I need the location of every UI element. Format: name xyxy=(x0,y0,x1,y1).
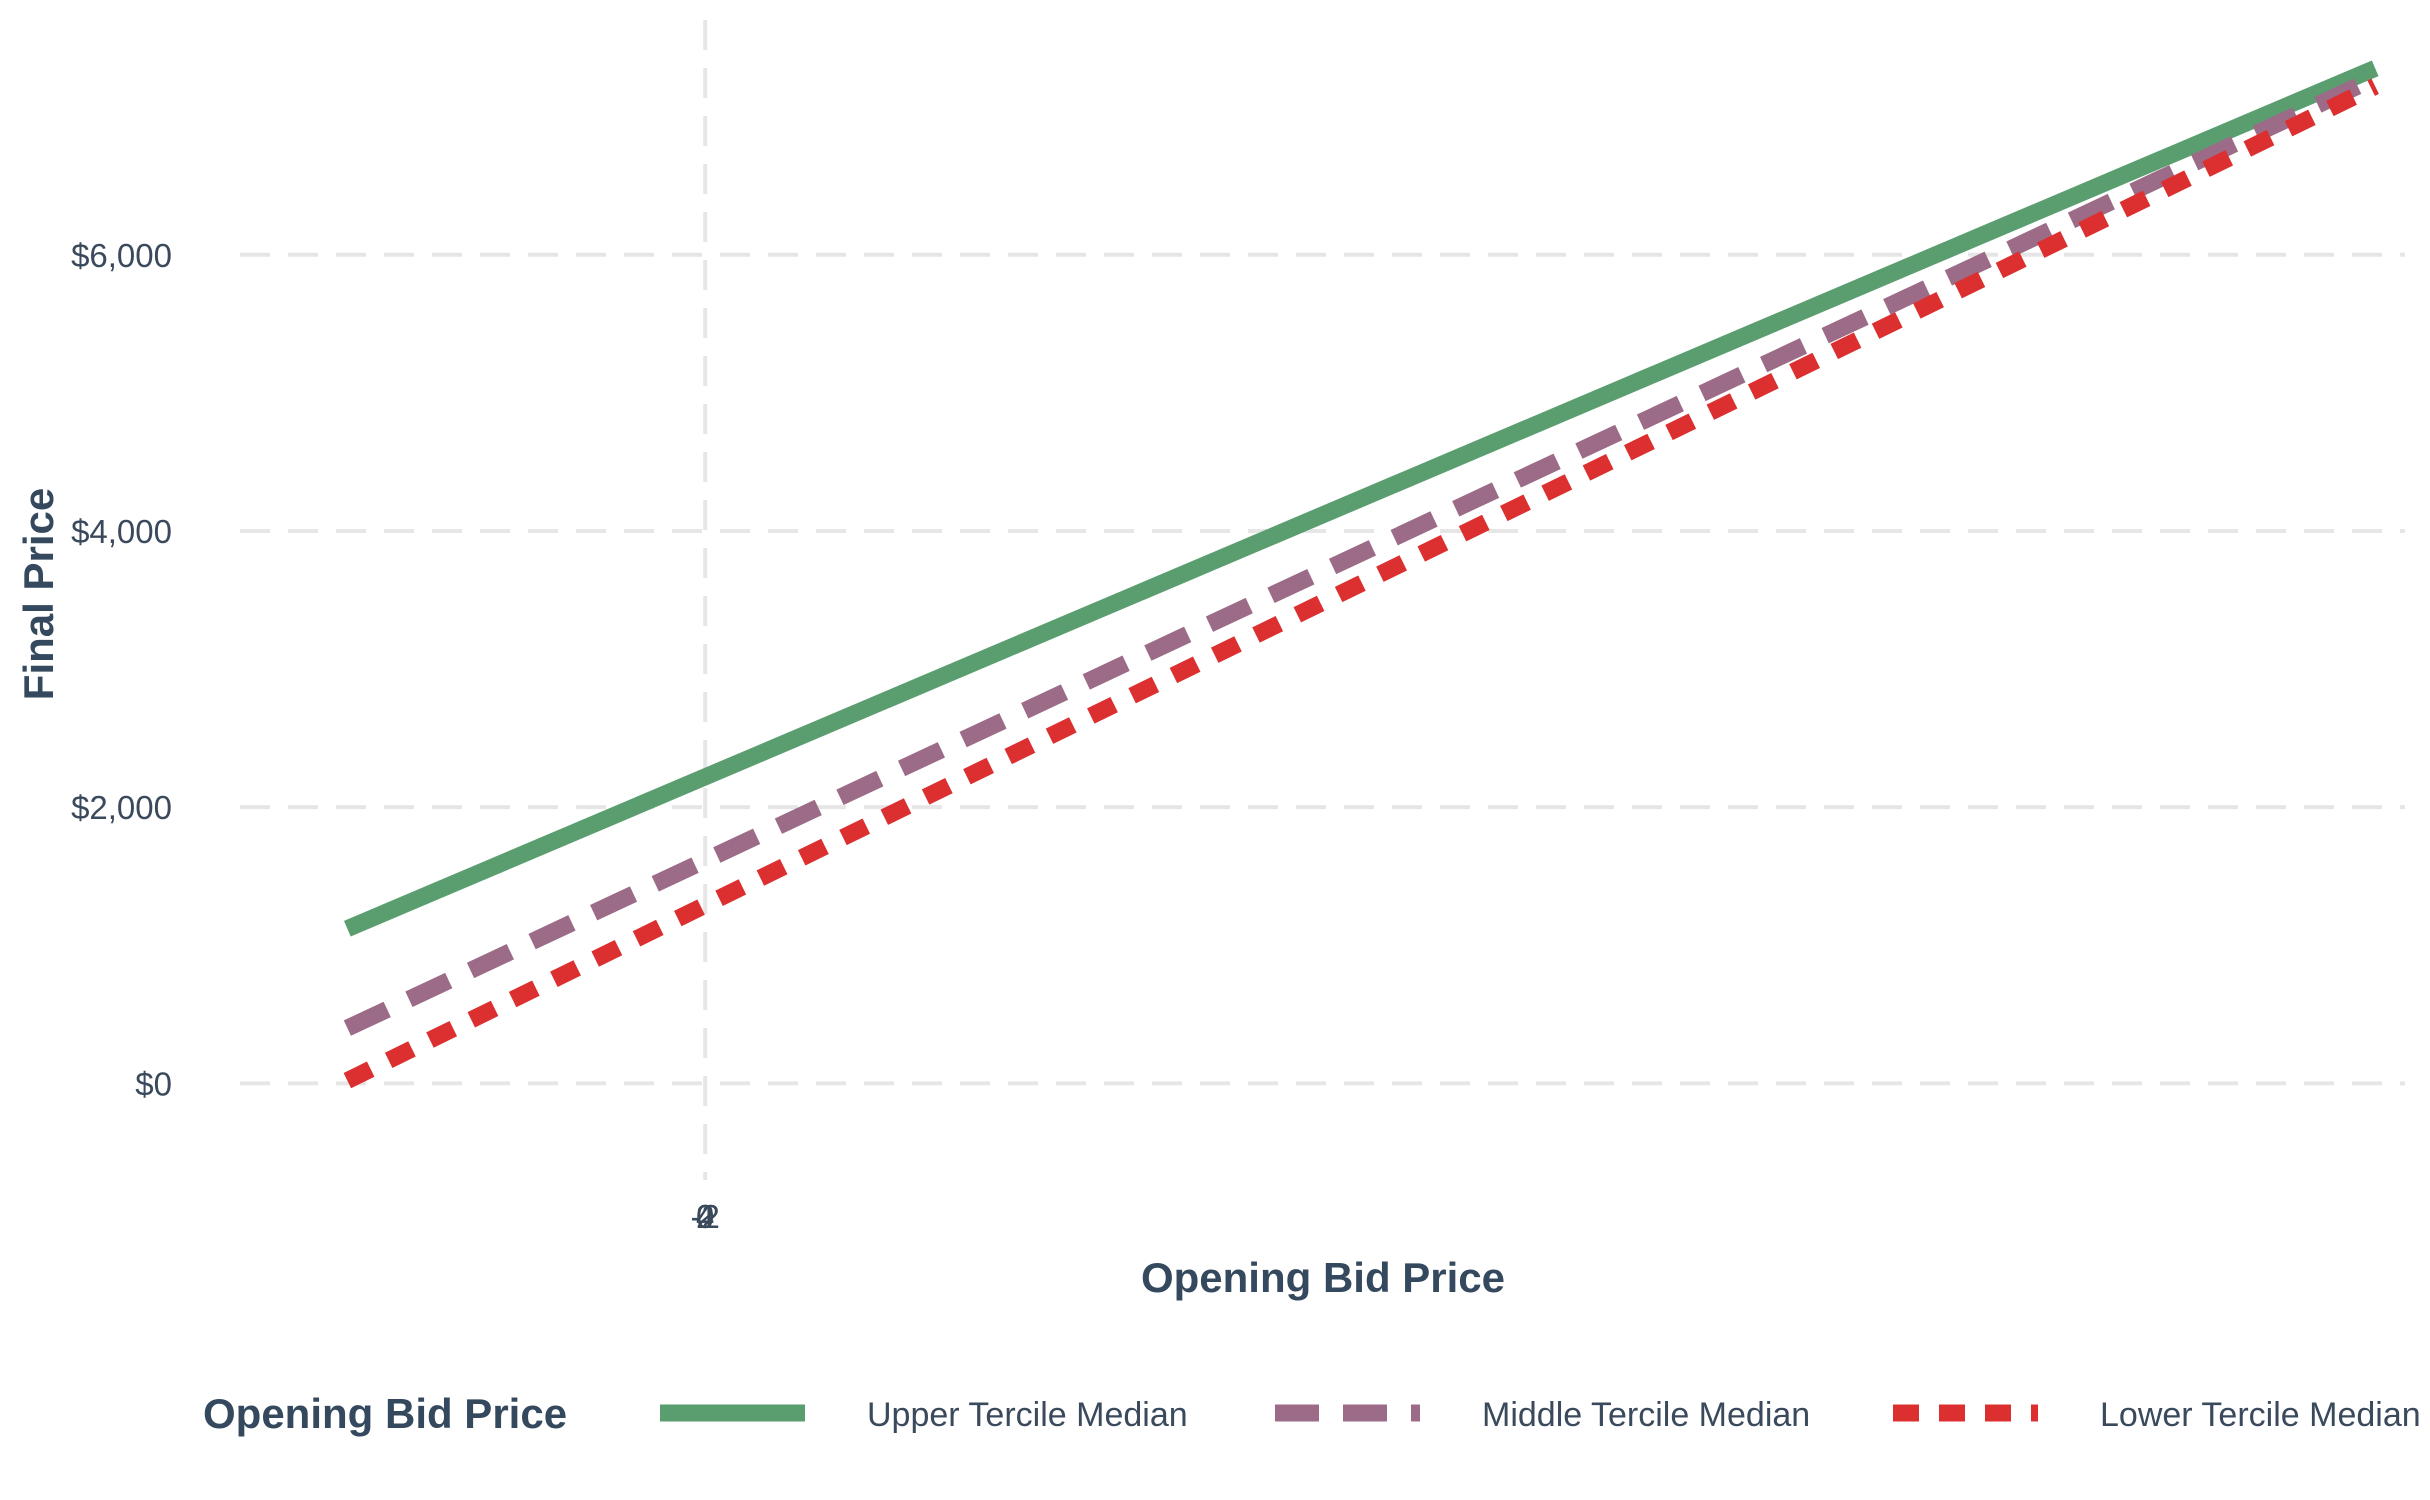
legend: Opening Bid Price Upper Tercile Median Mi… xyxy=(203,1390,2421,1437)
legend-title: Opening Bid Price xyxy=(203,1390,567,1437)
y-tick-label-0: $0 xyxy=(135,1065,172,1102)
legend-label-3: Lower Tercile Median xyxy=(2100,1396,2421,1434)
series-line-2 xyxy=(343,70,2379,1036)
x-tick-label-1: 0 xyxy=(696,1198,714,1235)
y-tick-label-1: $2,000 xyxy=(71,789,172,826)
x-tick-label-3: 4 xyxy=(696,1198,714,1235)
y-tick-label-3: $6,000 xyxy=(71,237,172,274)
x-axis-title: Opening Bid Price xyxy=(1141,1254,1505,1301)
y-axis-ticks: $0 $2,000 $4,000 $6,000 xyxy=(71,237,172,1103)
x-tick-label-0: -2 xyxy=(691,1198,720,1235)
series-layer xyxy=(343,60,2379,1089)
y-tick-label-2: $4,000 xyxy=(71,513,172,550)
legend-items: Upper Tercile Median Middle Tercile Media… xyxy=(660,1396,2421,1434)
series-line-3 xyxy=(343,78,2379,1089)
legend-label-2: Middle Tercile Median xyxy=(1482,1396,1810,1434)
x-tick-label-2: 2 xyxy=(696,1198,714,1235)
legend-label-1: Upper Tercile Median xyxy=(867,1396,1188,1434)
y-axis-title: Final Price xyxy=(15,488,62,700)
series-line-1 xyxy=(344,60,2379,937)
